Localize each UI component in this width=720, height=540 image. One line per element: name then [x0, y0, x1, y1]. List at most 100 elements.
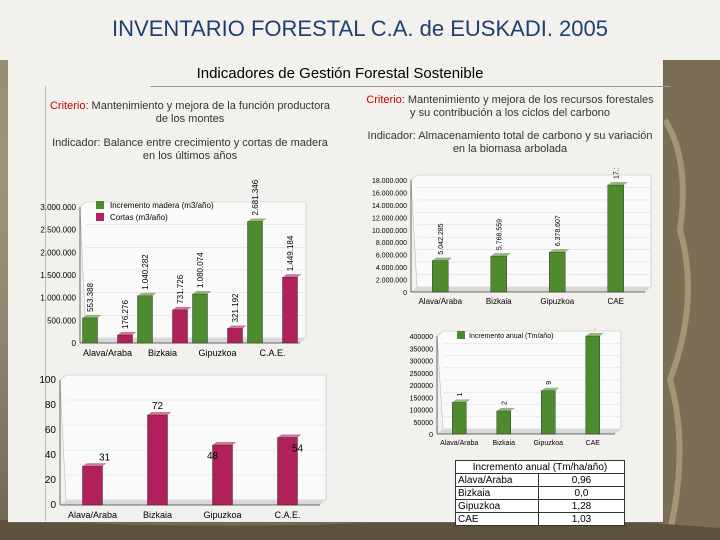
y-tick-label: 250000	[410, 371, 433, 378]
data-label: 1	[457, 392, 464, 396]
y-tick-label: 40	[45, 450, 57, 461]
data-label: 553.388	[86, 282, 95, 311]
y-tick-label: 2.000.000	[40, 248, 76, 257]
bar	[82, 466, 103, 506]
bar	[541, 390, 556, 435]
data-label: 1.449.184	[286, 235, 295, 271]
table-cell: Bizkaia	[455, 486, 539, 500]
left-margin-divider	[45, 86, 46, 521]
y-tick-label: 150000	[410, 395, 433, 402]
data-label: 17.189.451	[614, 168, 621, 179]
right-criterio: Criterio: Mantenimiento y mejora de los …	[365, 94, 655, 120]
right-criterio-text: : Mantenimiento y mejora de los recursos…	[401, 94, 654, 119]
y-tick-label: 0	[429, 432, 433, 439]
left-criterio: Criterio: Mantenimiento y mejora de la f…	[45, 100, 335, 126]
table-cell: CAE	[455, 512, 539, 526]
bar-top	[227, 325, 247, 329]
plot-wall	[59, 374, 327, 501]
y-tick-label: 400000	[410, 334, 433, 341]
bar-top	[496, 407, 515, 411]
x-tick-label: Alava/Araba	[68, 510, 117, 520]
bar-top	[247, 218, 267, 222]
table-cell: Gipuzkoa	[455, 499, 539, 513]
x-tick-label: Bizkaia	[143, 510, 172, 520]
bar	[82, 317, 98, 344]
page-title: INVENTARIO FORESTAL C.A. de EUSKADI. 200…	[112, 16, 608, 41]
bar-top	[147, 412, 172, 415]
x-tick-label: Gipuzkoa	[203, 510, 241, 520]
bar-top	[117, 332, 137, 336]
data-label: 6.378.607	[555, 215, 562, 246]
y-tick-label: 20	[45, 475, 57, 486]
x-tick-label: C.A.E.	[259, 348, 285, 358]
y-tick-label: 100000	[410, 408, 433, 415]
table-row: Bizkaia 0,0	[455, 486, 625, 500]
bar	[607, 184, 624, 293]
ratio-chart: Indicador Cortas/Crecimiento (%)02040608…	[39, 374, 327, 520]
data-label: 731.726	[176, 274, 185, 303]
bar	[227, 328, 243, 344]
data-label: 1.040.282	[141, 254, 150, 290]
y-tick-label: 0	[50, 500, 56, 511]
data-label: 2.681.346	[251, 179, 260, 215]
increment-table: Incremento anual (Tm/ha/año) Alava/Araba…	[455, 460, 625, 526]
table-row: Alava/Araba 0,96	[455, 473, 625, 487]
right-indicador: Indicador: Almacenamiento total de carbo…	[360, 130, 660, 156]
legend-swatch	[457, 331, 465, 339]
y-tick-label: 200000	[410, 383, 433, 390]
carbon-totals-chart: Valores Totales 2005 (Tm)02.000.0004.000…	[372, 168, 652, 306]
y-tick-label: 2.500.000	[40, 226, 76, 235]
x-tick-label: CAE	[586, 440, 601, 447]
table-cell: 0,0	[538, 486, 625, 500]
bar	[490, 255, 507, 293]
table-cell: 1,03	[538, 512, 625, 526]
table-cell: Alava/Araba	[455, 473, 539, 487]
left-indicador: Indicador: Balance entre crecimiento y c…	[45, 137, 335, 163]
legend-label: Incremento madera (m3/año)	[110, 201, 214, 210]
plot-floor	[60, 500, 326, 505]
legend-swatch	[96, 201, 104, 209]
y-tick-label: 14.000.000	[372, 203, 407, 210]
y-tick-label: 300000	[410, 359, 433, 366]
data-label: 5.042.285	[438, 223, 445, 254]
data-label: 1.080.074	[196, 252, 205, 288]
bar	[282, 277, 298, 344]
data-label: 321.192	[231, 293, 240, 322]
table-row: Gipuzkoa 1,28	[455, 499, 625, 513]
table-row: CAE 1,03	[455, 512, 625, 526]
y-tick-label: 60	[45, 425, 57, 436]
y-tick-label: 350000	[410, 346, 433, 353]
y-tick-label: 4.000.000	[376, 265, 407, 272]
y-tick-label: 6.000.000	[376, 253, 407, 260]
data-label: 54	[292, 444, 304, 455]
y-tick-label: 0	[72, 339, 77, 348]
bar	[192, 293, 208, 344]
x-tick-label: Gipuzkoa	[540, 297, 574, 306]
plot-floor	[411, 287, 651, 292]
y-tick-label: 8.000.000	[376, 240, 407, 247]
bar	[137, 295, 153, 344]
bar	[585, 335, 600, 435]
bar	[432, 260, 449, 293]
y-tick-label: 80	[45, 400, 57, 411]
bar	[172, 309, 188, 344]
bar-top	[541, 387, 560, 391]
x-tick-label: Alava/Araba	[418, 297, 462, 306]
x-tick-label: Bizkaia	[492, 440, 515, 447]
bar-top	[432, 257, 453, 261]
data-label: 72	[152, 401, 164, 412]
data-label: .	[591, 328, 598, 330]
bar-top	[452, 399, 471, 403]
left-indicador-label: Indicador:	[52, 137, 101, 149]
bar-top	[277, 434, 302, 438]
left-criterio-text: : Mantenimiento y mejora de la función p…	[85, 100, 331, 125]
y-tick-label: 50000	[414, 420, 434, 427]
x-tick-label: Alava/Araba	[440, 440, 478, 447]
y-tick-label: 100	[39, 375, 56, 386]
bar	[117, 334, 133, 344]
table-cell: 1,28	[538, 499, 625, 513]
y-tick-label: 3.000.000	[40, 203, 76, 212]
y-tick-label: 18.000.000	[372, 178, 407, 185]
data-label: 2	[502, 401, 509, 405]
legend-swatch	[96, 213, 104, 221]
